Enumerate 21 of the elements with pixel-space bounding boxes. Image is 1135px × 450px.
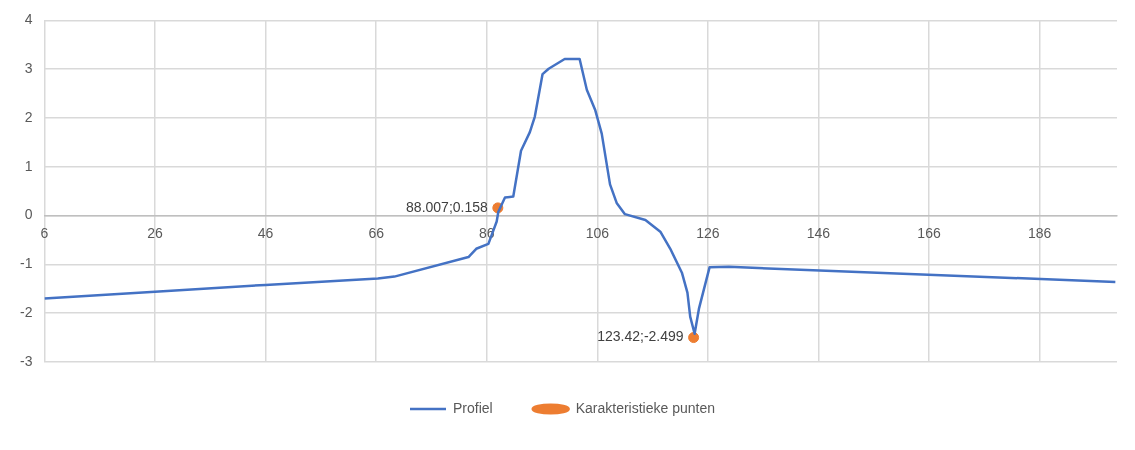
data-label: 88.007;0.158: [406, 198, 489, 215]
x-tick-label: 166: [917, 224, 941, 241]
legend-label: Profiel: [453, 399, 493, 416]
y-tick-label: 0: [24, 206, 33, 223]
legend-label: Karakteristieke punten: [575, 399, 715, 416]
x-tick-label: 106: [585, 224, 610, 241]
x-tick-label: 6: [40, 224, 49, 241]
x-tick-label: 46: [257, 224, 274, 241]
y-tick-label: 4: [24, 11, 33, 28]
y-tick-label: -3: [20, 352, 33, 369]
data-label: 123.42;-2.499: [597, 328, 684, 345]
y-tick-label: -1: [20, 255, 33, 272]
x-tick-label: 26: [147, 224, 164, 241]
x-tick-label: 126: [696, 224, 720, 241]
y-tick-label: 2: [24, 108, 33, 125]
x-tick-label: 146: [806, 224, 831, 241]
y-tick-label: -2: [20, 304, 33, 321]
x-tick-label: 66: [368, 224, 385, 241]
y-tick-label: 1: [24, 157, 33, 174]
y-tick-label: 3: [24, 60, 33, 77]
x-tick-label: 186: [1027, 224, 1052, 241]
